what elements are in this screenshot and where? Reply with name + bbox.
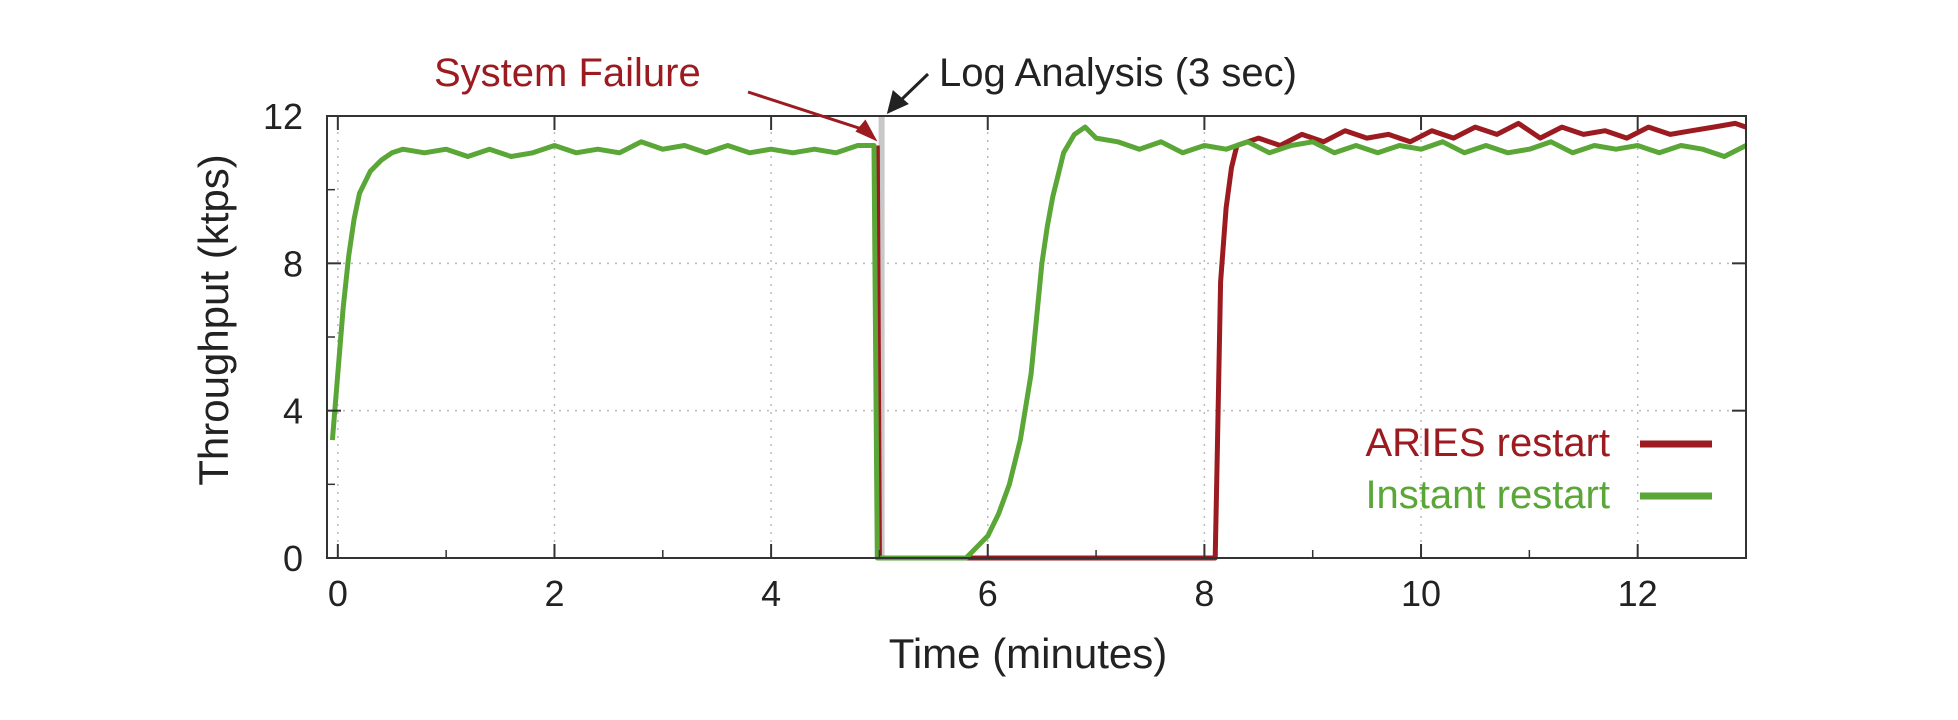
log-analysis-annotation: Log Analysis (3 sec) — [939, 51, 1297, 95]
series-instant-restart — [329, 124, 1748, 561]
x-axis-title: Time (minutes) — [889, 630, 1167, 677]
x-tick-label: 2 — [544, 573, 564, 614]
x-tick-label: 0 — [328, 573, 348, 614]
x-tick-label: 10 — [1401, 573, 1441, 614]
y-axis-title: Throughput (ktps) — [190, 154, 237, 486]
system-failure-arrowhead — [855, 119, 878, 142]
legend-label-aries: ARIES restart — [1365, 421, 1610, 465]
tick-labels: 0 2 4 6 8 10 12 0 4 8 12 — [263, 96, 1658, 614]
series-layer — [329, 120, 1748, 561]
x-tick-label: 6 — [978, 573, 998, 614]
series-aries-restart — [874, 120, 1747, 561]
system-failure-annotation: System Failure — [434, 51, 701, 95]
y-tick-label: 0 — [283, 538, 303, 579]
x-tick-label: 8 — [1194, 573, 1214, 614]
y-tick-label: 8 — [283, 243, 303, 284]
y-tick-label: 4 — [283, 391, 303, 432]
legend: ARIES restart Instant restart — [1365, 421, 1712, 517]
x-tick-label: 12 — [1618, 573, 1658, 614]
grid-lines — [327, 115, 1746, 558]
y-tick-label: 12 — [263, 96, 303, 137]
annotation-arrows — [747, 72, 930, 142]
x-tick-label: 4 — [761, 573, 781, 614]
legend-label-instant: Instant restart — [1365, 473, 1610, 517]
axis-ticks — [327, 115, 1747, 559]
system-failure-arrow — [747, 90, 870, 133]
log-analysis-arrowhead — [886, 90, 909, 114]
